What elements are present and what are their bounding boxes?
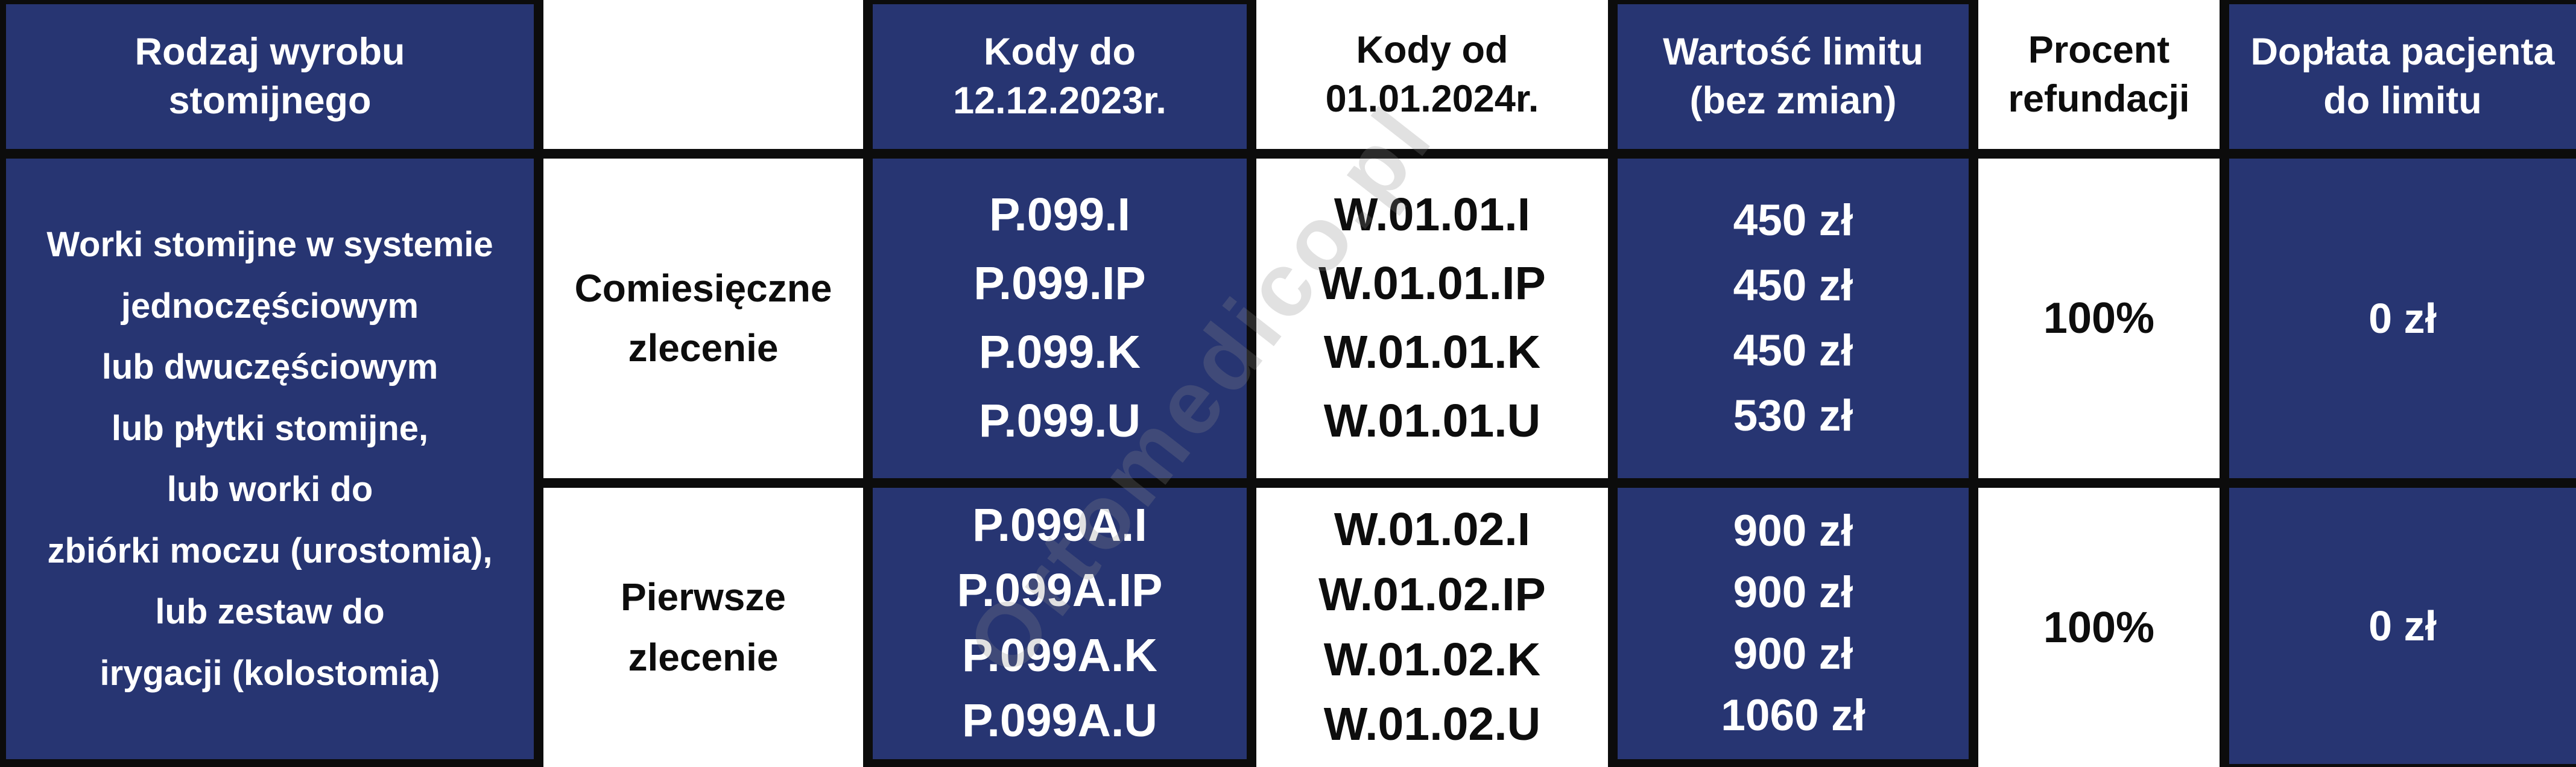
row2-codes-old-cell: P.099A.I P.099A.IP P.099A.K P.099A.U: [873, 488, 1247, 767]
header-patient-copay: Dopłata pacjenta do limitu: [2229, 0, 2576, 149]
row1-order-type-cell: Comiesięczne zlecenie: [543, 159, 863, 478]
header-order-type-empty: [543, 0, 863, 149]
row1-refund-cell: 100%: [1978, 159, 2220, 478]
header-codes-until: Kody do 12.12.2023r.: [873, 0, 1247, 149]
row1-codes-new-cell: W.01.01.I W.01.01.IP W.01.01.K W.01.01.U: [1256, 159, 1608, 478]
row1-copay-cell: 0 zł: [2229, 159, 2576, 478]
header-codes-from: Kody od 01.01.2024r.: [1256, 0, 1608, 149]
header-refund-percent: Procent refundacji: [1978, 0, 2220, 149]
row2-refund-cell: 100%: [1978, 488, 2220, 767]
row1-codes-old-cell: P.099.I P.099.IP P.099.K P.099.U: [873, 159, 1247, 478]
row2-limit-cell: 900 zł 900 zł 900 zł 1060 zł: [1618, 488, 1969, 767]
header-product-type: Rodzaj wyrobu stomijnego: [6, 0, 534, 149]
header-limit-value: Wartość limitu (bez zmian): [1618, 0, 1969, 149]
row2-copay-cell: 0 zł: [2229, 488, 2576, 767]
row2-order-type-cell: Pierwsze zlecenie: [543, 488, 863, 767]
row1-limit-cell: 450 zł 450 zł 450 zł 530 zł: [1618, 159, 1969, 478]
row2-codes-new-cell: W.01.02.I W.01.02.IP W.01.02.K W.01.02.U: [1256, 488, 1608, 767]
product-description-cell: Worki stomijne w systemie jednoczęściowy…: [6, 159, 534, 767]
